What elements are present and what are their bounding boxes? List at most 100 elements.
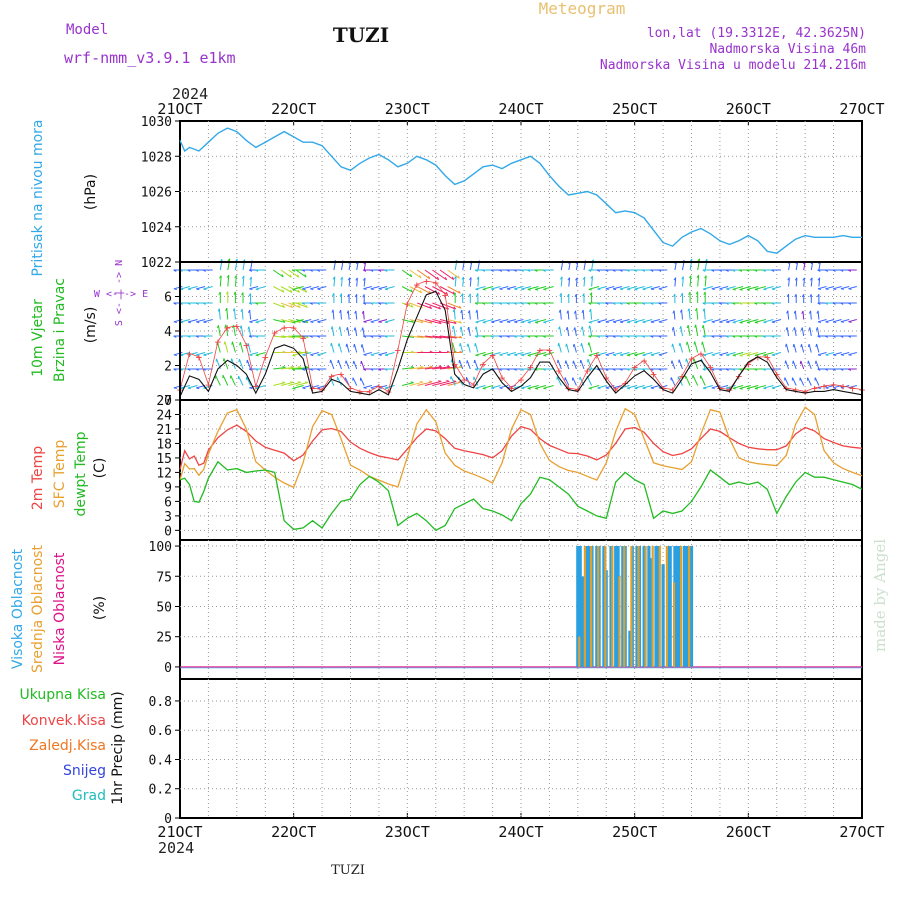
wind-barb	[771, 286, 782, 290]
wind-barb-head	[619, 321, 624, 324]
wind-barb	[474, 359, 479, 370]
temperature-ytick-label: 3	[164, 510, 172, 525]
wind-barb-head	[499, 354, 503, 356]
wind-barb-head	[438, 365, 442, 368]
wind-barb-head	[784, 360, 787, 364]
wind-barb-head	[558, 326, 561, 330]
wind-barb	[250, 276, 252, 287]
wind-barb-head	[248, 269, 253, 272]
wind-barb	[499, 319, 509, 323]
wind-barb-head	[217, 308, 220, 312]
wind-barb-head	[754, 269, 758, 272]
wind-barb	[746, 352, 759, 356]
wind-barb-head	[301, 302, 306, 305]
wind-barb-head	[702, 302, 706, 305]
wind-barb-head	[681, 276, 684, 280]
wind-barb-head	[840, 302, 844, 305]
cloud_mid-bar	[630, 546, 633, 667]
precip-ytick-label: 0	[164, 812, 172, 827]
wind-barb-head	[732, 354, 736, 357]
wind-barb-head	[249, 387, 253, 389]
cloud_mid-bar	[623, 546, 626, 667]
cloud_mid-bar	[618, 576, 621, 667]
wind-barb	[521, 319, 532, 323]
wind-barb	[557, 359, 562, 370]
wind-barb-head	[370, 288, 374, 290]
wind-barb-head	[535, 288, 539, 291]
wind-barb-head	[246, 343, 249, 347]
wind-barb	[238, 358, 244, 370]
wind-barb-head	[291, 335, 296, 338]
wind-barb	[196, 319, 206, 323]
wind-barb-head	[794, 277, 798, 281]
wind-barb	[475, 352, 486, 356]
wind-barb	[568, 277, 571, 287]
wind-gust-marker: +	[849, 382, 856, 395]
wind-barb-head	[619, 335, 623, 338]
wind-barb-head	[498, 368, 503, 371]
wind-barb	[848, 286, 857, 290]
wind-barb-head	[255, 302, 259, 305]
wind-barb-head	[514, 288, 518, 291]
wind-barb-head	[203, 288, 207, 291]
wind-barb-head	[297, 289, 301, 293]
wind-barb-head	[697, 258, 700, 262]
wind-barb	[273, 302, 285, 308]
wind-barb-head	[436, 276, 440, 280]
wind-barb-head	[527, 335, 531, 338]
wind-ytick-label: 2	[164, 360, 172, 375]
wind-barb-head	[378, 288, 382, 290]
wind-barb-head	[173, 288, 177, 290]
wind-barb	[447, 286, 461, 294]
wind-barb-head	[732, 288, 736, 291]
wind-barb-head	[825, 354, 829, 356]
wind-barb-head	[650, 321, 654, 324]
wind-barb	[234, 259, 238, 271]
wind-barb-head	[513, 269, 517, 272]
wind-barb-head	[330, 342, 332, 347]
wind-barb-head	[619, 354, 624, 357]
wind-barb	[605, 352, 615, 356]
wind-barb	[347, 327, 350, 337]
wind-barb	[468, 326, 471, 337]
wind-barb-head	[490, 269, 494, 272]
wind-barb-head	[771, 335, 775, 338]
wind-barb-head	[840, 354, 844, 356]
wind-barb	[401, 382, 414, 386]
header-altitude: Nadmorska Visina 46m	[709, 42, 866, 57]
wind-barb-head	[626, 302, 630, 305]
wind-barb-head	[249, 276, 252, 280]
wind-barb	[801, 344, 805, 353]
wind-barb-head	[848, 288, 852, 290]
wind-barb	[732, 286, 744, 290]
wind-barb-head	[292, 322, 296, 324]
wind-barb-head	[309, 368, 313, 371]
wind-barb-head	[801, 294, 805, 298]
wind-barb-head	[255, 288, 259, 291]
wind-barb-head	[588, 302, 592, 305]
cloud_mid-bar	[644, 546, 647, 667]
wind-gust-marker: +	[527, 361, 534, 374]
wind-barb-head	[642, 354, 646, 357]
wind-barb	[689, 275, 692, 287]
wind-barb-head	[597, 321, 601, 324]
wind-barb-head	[848, 387, 852, 389]
wind-barb-head	[475, 309, 478, 313]
bottom-time-label: 21OCT	[157, 823, 202, 841]
wind-barb	[280, 335, 294, 338]
wind-barb	[378, 286, 388, 290]
wind-barb	[370, 385, 380, 389]
wind-barb-head	[726, 354, 730, 357]
wind-barb	[196, 286, 206, 290]
wind-barb-head	[800, 344, 802, 348]
wind-barb-head	[817, 368, 821, 371]
wind-barb-head	[725, 302, 729, 305]
wind-barb-head	[450, 359, 453, 363]
wind-barb	[288, 269, 300, 278]
wind-barb	[572, 377, 577, 386]
wind-barb-head	[317, 354, 321, 357]
wind-barb	[180, 352, 191, 356]
wind-barb-head	[612, 288, 617, 291]
wind-barb-head	[793, 327, 796, 331]
wind-barb	[506, 319, 516, 323]
